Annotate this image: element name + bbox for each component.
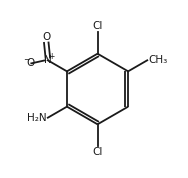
Text: N: N: [44, 55, 52, 65]
Text: Cl: Cl: [92, 21, 103, 31]
Text: +: +: [49, 52, 55, 61]
Text: O: O: [42, 32, 50, 42]
Text: Cl: Cl: [92, 147, 103, 157]
Text: CH₃: CH₃: [148, 55, 167, 65]
Text: −: −: [23, 55, 30, 64]
Text: O: O: [26, 58, 35, 68]
Text: H₂N: H₂N: [27, 113, 47, 123]
